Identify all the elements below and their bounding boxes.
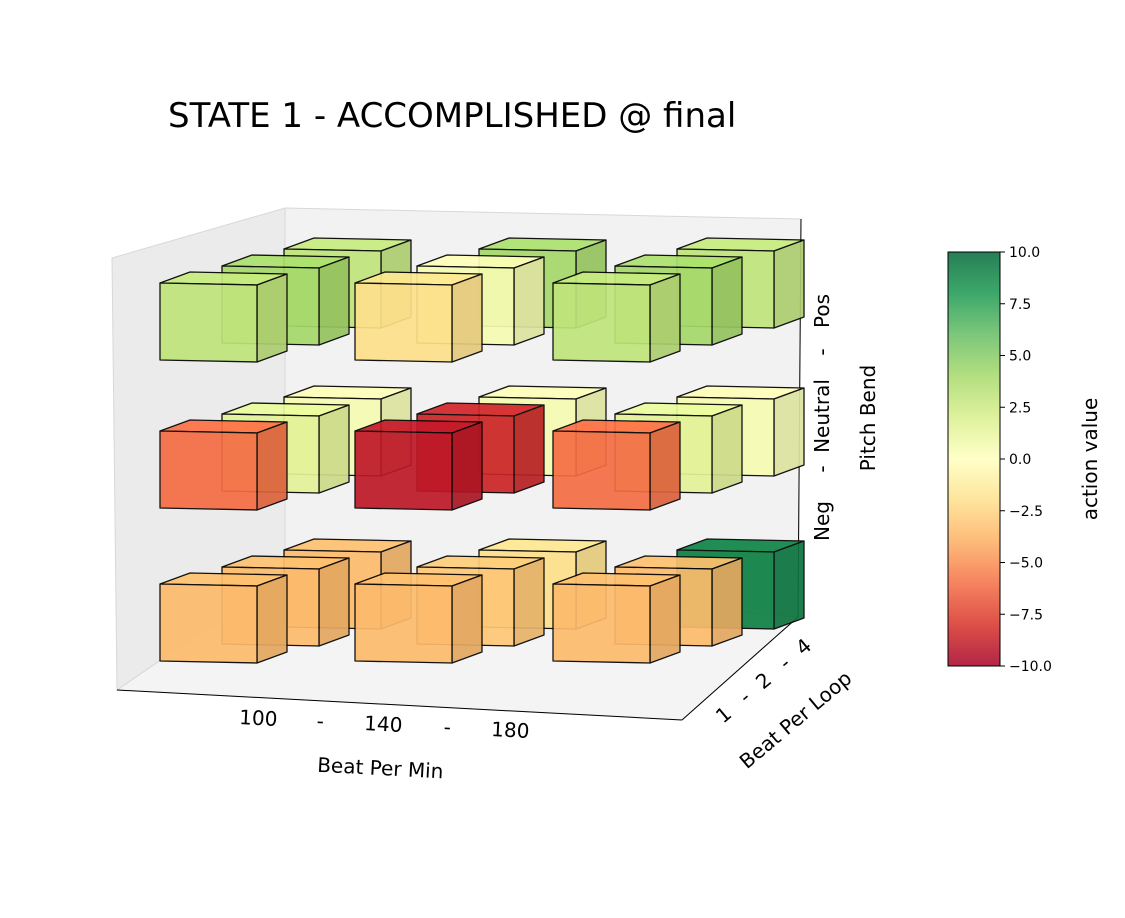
z-tick-label: -: [810, 465, 834, 472]
bar-front-face: [354, 583, 453, 664]
y-axis-line: [681, 616, 799, 721]
bar-side-face: [649, 574, 681, 664]
bar-front-face: [354, 430, 453, 511]
bar-cube: [159, 419, 288, 511]
y-tick-label: -: [774, 651, 795, 674]
colorbar-tick-label: −5.0: [1009, 556, 1043, 572]
bar-side-face: [711, 404, 743, 494]
colorbar-tick-label: 10.0: [1009, 245, 1040, 261]
y-tick-label: 4: [791, 633, 816, 660]
bars-group: [159, 237, 805, 664]
y-tick-label: -: [734, 685, 755, 708]
bar-side-face: [451, 273, 483, 363]
x-tick-label: 180: [491, 717, 530, 743]
bar-cube: [159, 572, 288, 664]
colorbar: 10.0 7.5 5.0 2.5 0.0 −2.5 −5.0 −7.5 −10.0 action…: [947, 245, 1102, 675]
bar-side-face: [649, 421, 681, 511]
colorbar-tick-label: −7.5: [1009, 607, 1043, 623]
chart-title: STATE 1 - ACCOMPLISHED @ final: [168, 96, 736, 136]
bar-side-face: [256, 273, 288, 363]
colorbar-ticks: 10.0 7.5 5.0 2.5 0.0 −2.5 −5.0 −7.5 −10.0: [1000, 245, 1052, 675]
bar-side-face: [256, 574, 288, 664]
bar-cube: [552, 419, 681, 511]
y-tick-label: 2: [751, 667, 776, 694]
bar-side-face: [711, 256, 743, 346]
colorbar-tick-label: 7.5: [1009, 297, 1031, 313]
x-axis-line: [116, 689, 683, 721]
bar-front-face: [552, 282, 651, 363]
bar-side-face: [513, 256, 545, 346]
bar-side-face: [773, 239, 805, 329]
bar-front-face: [552, 430, 651, 511]
bar-side-face: [649, 273, 681, 363]
x-axis-ticks: 100 - 140 - 180: [239, 705, 530, 743]
z-axis-ticks: Neg - Neutral - Pos: [810, 294, 834, 541]
colorbar-tick-label: 5.0: [1009, 349, 1031, 365]
y-tick-label: 1: [711, 701, 736, 728]
bar-side-face: [513, 404, 545, 494]
x-axis-label: Beat Per Min: [317, 753, 444, 784]
bar-cube: [552, 572, 681, 664]
colorbar-tick-label: −10.0: [1009, 659, 1052, 675]
z-tick-label: Neutral: [810, 379, 834, 453]
colorbar-tick-label: 0.0: [1009, 452, 1031, 468]
colorbar-gradient: [947, 251, 1001, 667]
x-tick-label: -: [443, 715, 451, 739]
bar-side-face: [773, 540, 805, 630]
bar-side-face: [318, 557, 350, 647]
x-tick-label: -: [316, 709, 324, 733]
z-tick-label: Pos: [810, 294, 834, 328]
bar-side-face: [318, 256, 350, 346]
bar-side-face: [318, 404, 350, 494]
bar-side-face: [256, 421, 288, 511]
colorbar-tick-label: −2.5: [1009, 504, 1043, 520]
bar-side-face: [513, 557, 545, 647]
bar-cube: [552, 271, 681, 363]
bar-front-face: [159, 583, 258, 664]
bar-front-face: [159, 282, 258, 363]
z-tick-label: Neg: [810, 501, 834, 541]
bar-cube: [354, 271, 483, 363]
y-axis-label: Beat Per Loop: [735, 666, 857, 774]
bar-cube: [354, 419, 483, 511]
bar-front-face: [354, 282, 453, 363]
bar-side-face: [451, 574, 483, 664]
x-tick-label: 140: [364, 711, 403, 737]
z-tick-label: -: [810, 348, 834, 355]
colorbar-tick-label: 2.5: [1009, 400, 1031, 416]
bar-cube: [354, 572, 483, 664]
x-tick-label: 100: [239, 705, 278, 731]
z-axis-label: Pitch Bend: [856, 365, 880, 471]
bar-cube: [159, 271, 288, 363]
bar-side-face: [773, 387, 805, 477]
bar-side-face: [711, 557, 743, 647]
bar-front-face: [159, 430, 258, 511]
colorbar-label: action value: [1078, 398, 1102, 521]
bar-front-face: [552, 583, 651, 664]
bar-side-face: [451, 421, 483, 511]
